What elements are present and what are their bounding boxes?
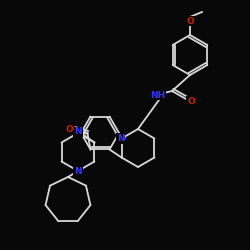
Text: N: N: [74, 168, 82, 176]
Text: N: N: [117, 134, 124, 143]
Text: O: O: [186, 16, 194, 26]
Text: NH: NH: [150, 90, 166, 100]
Text: O: O: [66, 125, 74, 134]
Text: N: N: [74, 128, 82, 136]
Text: O: O: [187, 96, 195, 106]
